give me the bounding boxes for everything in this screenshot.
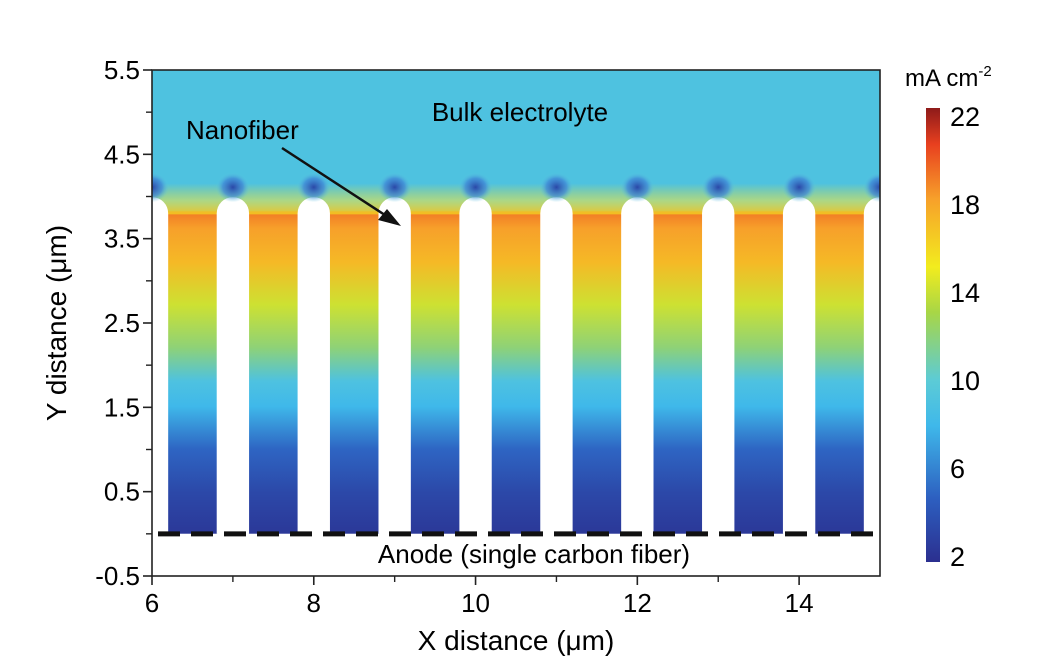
x-axis-label: X distance (μm) [418, 625, 615, 656]
colorbar-ticks: 22 18 14 10 6 2 [950, 102, 980, 572]
current-gap [490, 211, 542, 534]
nanofiber [297, 197, 330, 534]
colorbar-tick-label: 14 [950, 278, 980, 308]
colorbar: mA cm-2 22 18 14 10 6 2 [905, 63, 992, 572]
nanofiber-arrow [281, 146, 389, 219]
nanofiber-arrowhead [378, 209, 401, 226]
colorbar-gradient [926, 108, 940, 562]
current-gap [733, 211, 784, 534]
current-gap [409, 211, 461, 534]
nanofiber [378, 197, 411, 534]
colorbar-tick-label: 10 [950, 366, 980, 396]
low-current-spot [377, 172, 412, 203]
anode-region [152, 533, 880, 576]
x-tick-label: 6 [145, 588, 159, 618]
nanofiber [621, 197, 654, 534]
annotation-bulk-electrolyte: Bulk electrolyte [432, 97, 608, 127]
x-tick-label: 8 [307, 588, 321, 618]
low-current-spot [215, 172, 250, 203]
colorbar-tick-label: 18 [950, 190, 980, 220]
low-current-spot [458, 172, 493, 203]
current-gaps [167, 211, 865, 534]
current-gap [328, 211, 380, 534]
annotation-nanofiber: Nanofiber [186, 115, 299, 145]
low-current-spot [863, 172, 880, 203]
low-current-spot [782, 172, 817, 203]
nanofiber [152, 197, 169, 534]
low-current-spot [701, 172, 736, 203]
colorbar-tick-label: 22 [950, 102, 980, 132]
low-current-spot [152, 172, 169, 203]
y-tick-label: 2.5 [104, 308, 140, 338]
x-axis-ticks: 6 8 10 12 14 [145, 576, 814, 618]
current-gap [814, 211, 865, 534]
low-current-spots [152, 172, 880, 203]
nanofiber [540, 197, 573, 534]
current-gap [652, 211, 704, 534]
y-tick-label: 3.5 [104, 224, 140, 254]
low-current-spot [620, 172, 655, 203]
x-tick-label: 14 [785, 588, 814, 618]
annotation-anode: Anode (single carbon fiber) [378, 539, 690, 569]
bulk-fade-band [152, 183, 880, 215]
nanofiber [459, 197, 492, 534]
y-tick-label: 0.5 [104, 477, 140, 507]
x-tick-label: 12 [623, 588, 652, 618]
plot-area [152, 70, 880, 576]
nanofiber [782, 197, 816, 534]
y-axis-ticks: 5.5 4.5 3.5 2.5 1.5 0.5 -0.5 [95, 55, 152, 591]
current-gap [571, 211, 623, 534]
y-tick-label: 4.5 [104, 139, 140, 169]
current-gap [167, 211, 218, 534]
x-tick-label: 10 [461, 588, 490, 618]
y-axis-label: Y distance (μm) [41, 225, 72, 421]
low-current-spot [539, 172, 574, 203]
y-tick-label: -0.5 [95, 561, 140, 591]
nanofibers [152, 197, 880, 534]
colorbar-unit: mA cm-2 [905, 63, 992, 92]
nanofiber [702, 197, 735, 534]
low-current-spot [296, 172, 331, 203]
colorbar-tick-label: 6 [950, 454, 965, 484]
y-tick-label: 5.5 [104, 55, 140, 85]
colorbar-unit-exponent: -2 [978, 63, 991, 80]
current-gap [248, 211, 299, 534]
nanofiber [216, 197, 250, 534]
colorbar-tick-label: 2 [950, 542, 965, 572]
y-tick-label: 1.5 [104, 392, 140, 422]
nanofiber [863, 197, 880, 534]
